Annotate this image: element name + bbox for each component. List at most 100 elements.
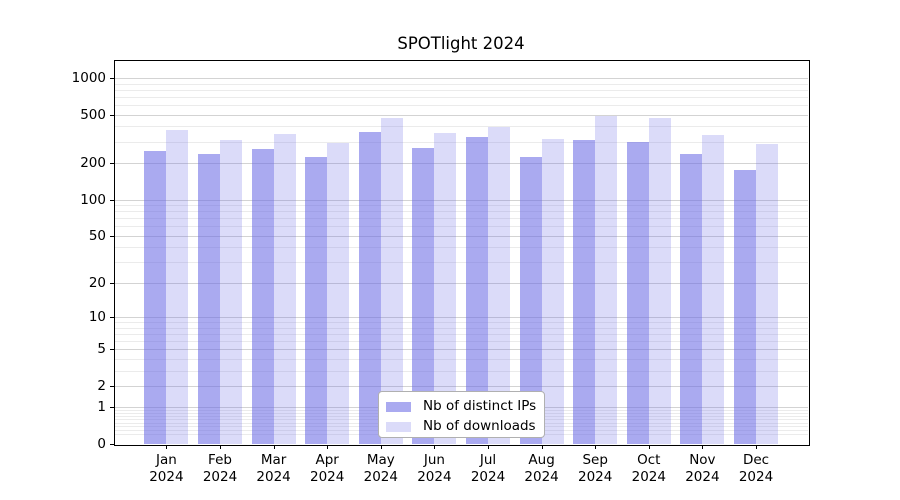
bar-nb-of-downloads-apr-2024 xyxy=(327,143,350,444)
y-axis-tick xyxy=(110,407,114,409)
bar-nb-of-distinct-ips-oct-2024 xyxy=(626,141,649,444)
bar-nb-of-downloads-jun-2024 xyxy=(434,133,457,444)
y-tick-label: 1000 xyxy=(71,69,106,86)
legend-swatch-distinct-ips-icon xyxy=(386,401,411,412)
minor-gridline xyxy=(114,333,808,335)
legend-swatch-downloads-icon xyxy=(386,421,411,432)
y-axis-tick xyxy=(110,114,114,116)
x-axis-tick xyxy=(273,445,275,449)
x-tick-label: Nov 2024 xyxy=(685,452,720,485)
y-tick-label: 50 xyxy=(88,227,106,244)
bar-nb-of-downloads-aug-2024 xyxy=(541,139,564,444)
y-tick-label: 2 xyxy=(97,377,106,394)
bar-nb-of-distinct-ips-may-2024 xyxy=(358,132,381,444)
minor-gridline xyxy=(114,141,808,143)
y-axis-tick xyxy=(110,385,114,387)
x-axis-tick xyxy=(488,445,489,449)
bar-nb-of-downloads-feb-2024 xyxy=(220,139,242,444)
y-axis-tick xyxy=(110,163,114,164)
x-tick-label: Oct 2024 xyxy=(631,452,666,485)
x-axis-tick xyxy=(327,445,329,449)
x-axis-tick xyxy=(220,445,221,449)
x-axis-tick xyxy=(702,445,704,449)
minor-gridline xyxy=(114,262,808,264)
y-tick-label: 5 xyxy=(97,341,106,358)
minor-gridline xyxy=(114,205,808,206)
bar-nb-of-downloads-mar-2024 xyxy=(273,134,296,444)
minor-gridline xyxy=(114,340,808,342)
y-axis-tick xyxy=(110,349,114,351)
y-axis-tick xyxy=(110,317,114,318)
minor-gridline xyxy=(114,370,808,372)
x-axis-tick xyxy=(756,445,757,449)
bar-nb-of-downloads-nov-2024 xyxy=(702,135,725,444)
major-gridline xyxy=(114,385,808,387)
y-tick-label: 10 xyxy=(88,309,106,325)
y-axis-tick xyxy=(110,282,114,284)
minor-gridline xyxy=(114,247,808,249)
x-axis-tick xyxy=(380,445,382,449)
bar-nb-of-distinct-ips-nov-2024 xyxy=(680,153,703,444)
bar-nb-of-distinct-ips-aug-2024 xyxy=(519,157,542,444)
minor-gridline xyxy=(114,83,808,85)
bar-nb-of-downloads-may-2024 xyxy=(380,117,403,444)
legend-item-distinct-ips: Nb of distinct IPs xyxy=(386,398,537,415)
x-axis-tick xyxy=(648,445,650,449)
bar-nb-of-distinct-ips-apr-2024 xyxy=(305,157,328,444)
minor-gridline xyxy=(114,89,808,91)
bar-nb-of-distinct-ips-jan-2024 xyxy=(144,151,167,444)
x-axis-tick xyxy=(434,445,436,449)
y-axis-tick xyxy=(110,77,114,79)
major-gridline xyxy=(114,282,808,284)
major-gridline xyxy=(114,114,808,116)
x-axis-tick xyxy=(541,445,543,449)
y-tick-label: 500 xyxy=(80,106,106,123)
major-gridline xyxy=(114,163,808,164)
major-gridline xyxy=(114,317,808,318)
minor-gridline xyxy=(114,226,808,228)
x-tick-label: Aug 2024 xyxy=(524,452,559,485)
y-tick-label: 20 xyxy=(88,274,106,291)
minor-gridline xyxy=(114,211,808,213)
bar-nb-of-distinct-ips-dec-2024 xyxy=(734,169,756,444)
bar-nb-of-distinct-ips-mar-2024 xyxy=(251,149,274,444)
bar-nb-of-downloads-oct-2024 xyxy=(648,118,671,444)
y-tick-label: 0 xyxy=(97,436,106,452)
bar-nb-of-downloads-jan-2024 xyxy=(166,130,189,444)
minor-gridline xyxy=(114,218,808,220)
y-tick-label: 1 xyxy=(97,399,106,416)
x-tick-label: Jul 2024 xyxy=(470,452,506,485)
x-tick-label: May 2024 xyxy=(363,452,398,485)
y-axis-tick xyxy=(110,235,114,237)
legend: Nb of distinct IPs Nb of downloads xyxy=(378,391,545,438)
minor-gridline xyxy=(114,358,808,360)
y-tick-label: 100 xyxy=(80,191,106,208)
x-tick-label: Jan 2024 xyxy=(149,452,184,485)
bar-nb-of-downloads-sep-2024 xyxy=(595,116,618,444)
x-tick-label: Sep 2024 xyxy=(578,452,613,485)
minor-gridline xyxy=(114,327,808,329)
bar-nb-of-distinct-ips-jun-2024 xyxy=(412,148,435,444)
y-axis-tick xyxy=(110,199,114,201)
x-tick-label: Feb 2024 xyxy=(202,452,238,485)
bar-nb-of-distinct-ips-feb-2024 xyxy=(198,154,220,444)
y-tick-label: 200 xyxy=(80,155,106,171)
x-tick-label: Apr 2024 xyxy=(310,452,345,485)
minor-gridline xyxy=(114,126,808,128)
y-axis-tick xyxy=(110,444,114,445)
minor-gridline xyxy=(114,105,808,106)
major-gridline xyxy=(114,349,808,351)
x-tick-label: Jun 2024 xyxy=(417,452,452,485)
bar-nb-of-downloads-dec-2024 xyxy=(756,144,778,444)
major-gridline xyxy=(114,199,808,201)
chart-title: SPOTlight 2024 xyxy=(397,34,525,53)
legend-item-downloads: Nb of downloads xyxy=(386,418,537,435)
x-tick-label: Dec 2024 xyxy=(738,452,774,485)
bar-nb-of-distinct-ips-jul-2024 xyxy=(466,137,488,444)
major-gridline xyxy=(114,235,808,237)
bar-nb-of-downloads-jul-2024 xyxy=(488,126,510,444)
bar-nb-of-distinct-ips-sep-2024 xyxy=(573,140,596,444)
minor-gridline xyxy=(114,322,808,323)
legend-label-downloads: Nb of downloads xyxy=(423,418,536,434)
